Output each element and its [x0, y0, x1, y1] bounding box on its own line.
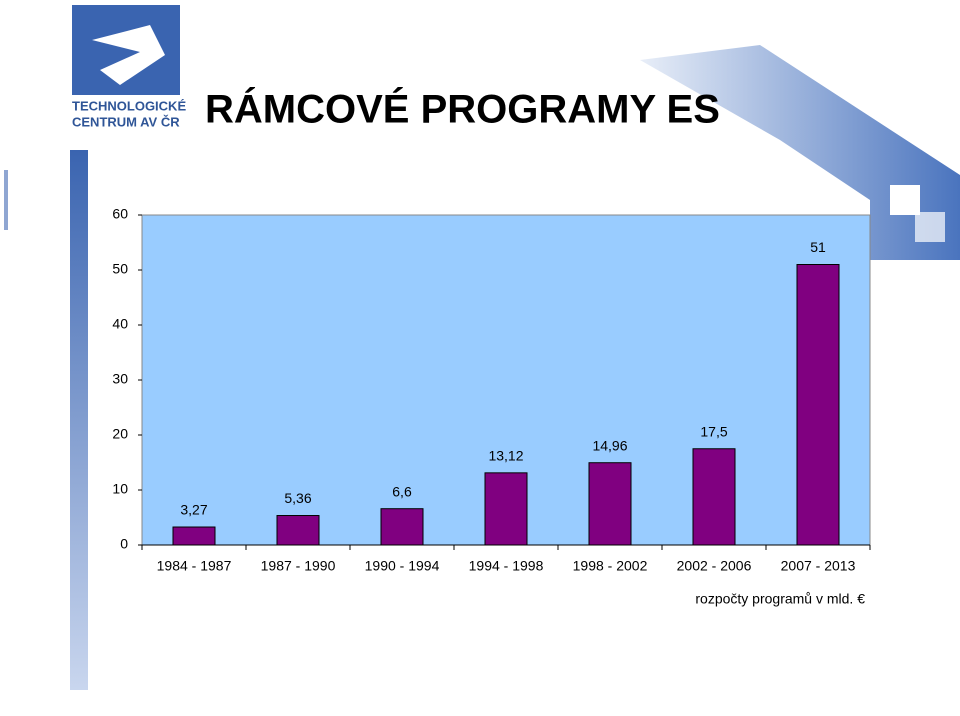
- x-tick-label: 1984 - 1987: [157, 558, 232, 574]
- logo-mark: [92, 25, 165, 85]
- bar: [380, 508, 424, 546]
- x-tick-label: 1987 - 1990: [261, 558, 336, 574]
- data-label: 6,6: [392, 483, 412, 499]
- bar: [484, 472, 528, 546]
- logo: TECHNOLOGICKÉ CENTRUM AV ČR: [72, 5, 186, 129]
- decor-bar: [70, 150, 88, 690]
- data-label: 13,12: [488, 448, 523, 464]
- y-tick-label: 60: [112, 206, 128, 222]
- y-tick-label: 10: [112, 481, 128, 497]
- data-label: 51: [810, 239, 826, 255]
- logo-text: TECHNOLOGICKÉ: [72, 98, 186, 113]
- data-label: 17,5: [700, 423, 727, 439]
- bar: [796, 264, 840, 546]
- bar: [588, 462, 632, 546]
- decor-square: [915, 212, 945, 242]
- y-tick-label: 40: [112, 316, 128, 332]
- data-label: 5,36: [284, 490, 311, 506]
- chart-title: RÁMCOVÉ PROGRAMY ES: [205, 87, 720, 132]
- bar: [692, 448, 736, 546]
- x-tick-label: 2002 - 2006: [677, 558, 752, 574]
- x-tick-label: 1998 - 2002: [573, 558, 648, 574]
- bar: [276, 515, 320, 546]
- x-tick-label: 1990 - 1994: [365, 558, 440, 574]
- data-label: 14,96: [592, 437, 627, 453]
- y-tick-label: 50: [112, 261, 128, 277]
- x-axis-label: rozpočty programů v mld. €: [695, 591, 865, 607]
- decor-shape: [640, 45, 960, 260]
- logo-text: CENTRUM AV ČR: [72, 114, 180, 129]
- data-label: 3,27: [180, 502, 207, 518]
- x-tick-label: 2007 - 2013: [781, 558, 856, 574]
- bar: [172, 526, 216, 546]
- decor-square: [890, 185, 920, 215]
- x-tick-label: 1994 - 1998: [469, 558, 544, 574]
- y-tick-label: 0: [120, 536, 128, 552]
- decor-bar: [4, 170, 8, 230]
- y-tick-label: 20: [112, 426, 128, 442]
- y-tick-label: 30: [112, 371, 128, 387]
- logo-mark: [72, 5, 180, 95]
